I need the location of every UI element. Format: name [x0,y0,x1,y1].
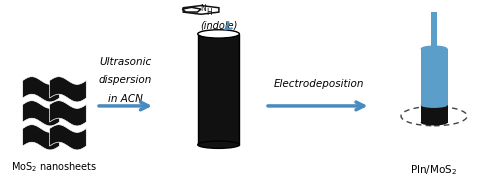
Ellipse shape [198,30,240,38]
Polygon shape [50,101,86,126]
Bar [421,49,447,123]
Polygon shape [23,125,60,150]
Polygon shape [23,77,60,102]
Text: H: H [206,8,212,17]
Text: N: N [200,4,206,13]
Polygon shape [50,77,86,102]
Bar [421,105,447,123]
Ellipse shape [421,102,447,108]
Text: PIn/MoS$_2$: PIn/MoS$_2$ [411,164,458,177]
Polygon shape [23,101,60,126]
Ellipse shape [421,45,447,52]
Text: dispersion: dispersion [99,75,152,85]
Text: Electrodeposition: Electrodeposition [274,79,364,89]
Text: MoS$_2$ nanosheets: MoS$_2$ nanosheets [11,160,98,174]
Ellipse shape [198,141,240,148]
Bar [198,34,240,145]
Bar [431,12,437,56]
Text: (indole): (indole) [200,21,237,31]
Text: in ACN: in ACN [108,94,143,104]
Polygon shape [50,125,86,150]
Ellipse shape [421,120,447,126]
Text: Ultrasonic: Ultrasonic [99,57,152,67]
